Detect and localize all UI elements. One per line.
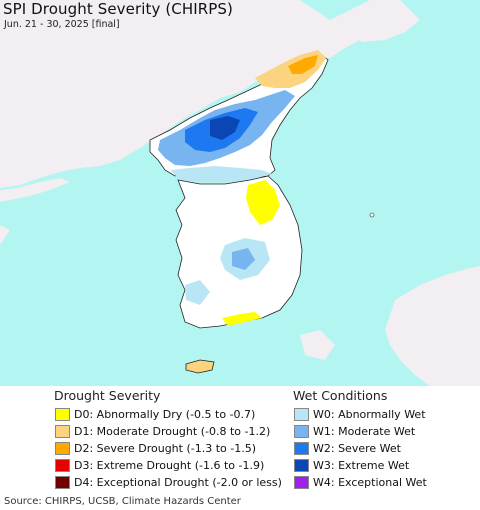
- russia-landmass: [330, 0, 420, 42]
- legend-label-d2: D2: Severe Drought (-1.3 to -1.5): [74, 442, 257, 455]
- map-title: SPI Drought Severity (CHIRPS): [3, 0, 233, 18]
- map-subtitle: Jun. 21 - 30, 2025 [final]: [4, 19, 120, 30]
- wet-zone-southwest: [185, 280, 210, 305]
- legend-item-w4: W4: Exceptional Wet: [294, 474, 427, 491]
- legend-label-d3: D3: Extreme Drought (-1.6 to -1.9): [74, 459, 265, 472]
- japan-kyushu-honshu: [385, 266, 480, 386]
- legend-label-w3: W3: Extreme Wet: [313, 459, 410, 472]
- wet-zone-abnormal: [170, 166, 272, 182]
- legend-label-d1: D1: Moderate Drought (-0.8 to -1.2): [74, 425, 271, 438]
- drought-abnormal-east: [246, 180, 280, 225]
- map-panel: SPI Drought Severity (CHIRPS) Jun. 21 - …: [0, 0, 480, 386]
- legend-item-w1: W1: Moderate Wet: [294, 423, 415, 440]
- legend-item-d0: D0: Abnormally Dry (-0.5 to -0.7): [55, 406, 255, 423]
- source-credit: Source: CHIRPS, UCSB, Climate Hazards Ce…: [4, 496, 241, 507]
- ulleungdo-island: [369, 212, 375, 218]
- china-landmass: [0, 0, 360, 188]
- tsushima-island: [300, 330, 335, 360]
- legend-swatch-d3: [55, 459, 70, 472]
- legend-label-w0: W0: Abnormally Wet: [313, 408, 426, 421]
- legend-item-d3: D3: Extreme Drought (-1.6 to -1.9): [55, 457, 264, 474]
- legend-swatch-d2: [55, 442, 70, 455]
- legend-label-d4: D4: Exceptional Drought (-2.0 or less): [74, 476, 282, 489]
- drought-abnormal-south: [222, 312, 262, 326]
- legend-label-w4: W4: Exceptional Wet: [313, 476, 427, 489]
- legend-swatch-d4: [55, 476, 70, 489]
- legend-swatch-w3: [294, 459, 309, 472]
- legend-item-d4: D4: Exceptional Drought (-2.0 or less): [55, 474, 282, 491]
- drought-legend-title: Drought Severity: [54, 388, 161, 403]
- legend-swatch-d0: [55, 408, 70, 421]
- legend-swatch-d1: [55, 425, 70, 438]
- legend-swatch-w1: [294, 425, 309, 438]
- jeju-island: [185, 359, 215, 374]
- wet-zone-central-moderate: [232, 248, 255, 270]
- legend-label-w1: W1: Moderate Wet: [313, 425, 416, 438]
- legend-panel: Drought Severity Wet Conditions D0: Abno…: [0, 386, 480, 496]
- wet-legend-title: Wet Conditions: [293, 388, 388, 403]
- legend-item-d1: D1: Moderate Drought (-0.8 to -1.2): [55, 423, 270, 440]
- drought-severe-ne: [288, 55, 318, 74]
- legend-swatch-w2: [294, 442, 309, 455]
- drought-map: [0, 0, 480, 386]
- legend-swatch-w4: [294, 476, 309, 489]
- legend-item-d2: D2: Severe Drought (-1.3 to -1.5): [55, 440, 256, 457]
- legend-item-w2: W2: Severe Wet: [294, 440, 401, 457]
- legend-label-d0: D0: Abnormally Dry (-0.5 to -0.7): [74, 408, 256, 421]
- china-coast-south: [0, 225, 10, 245]
- wet-zone-extreme: [210, 116, 240, 140]
- legend-label-w2: W2: Severe Wet: [313, 442, 401, 455]
- legend-item-w0: W0: Abnormally Wet: [294, 406, 426, 423]
- shandong-landmass: [0, 178, 70, 202]
- legend-item-w3: W3: Extreme Wet: [294, 457, 409, 474]
- legend-swatch-w0: [294, 408, 309, 421]
